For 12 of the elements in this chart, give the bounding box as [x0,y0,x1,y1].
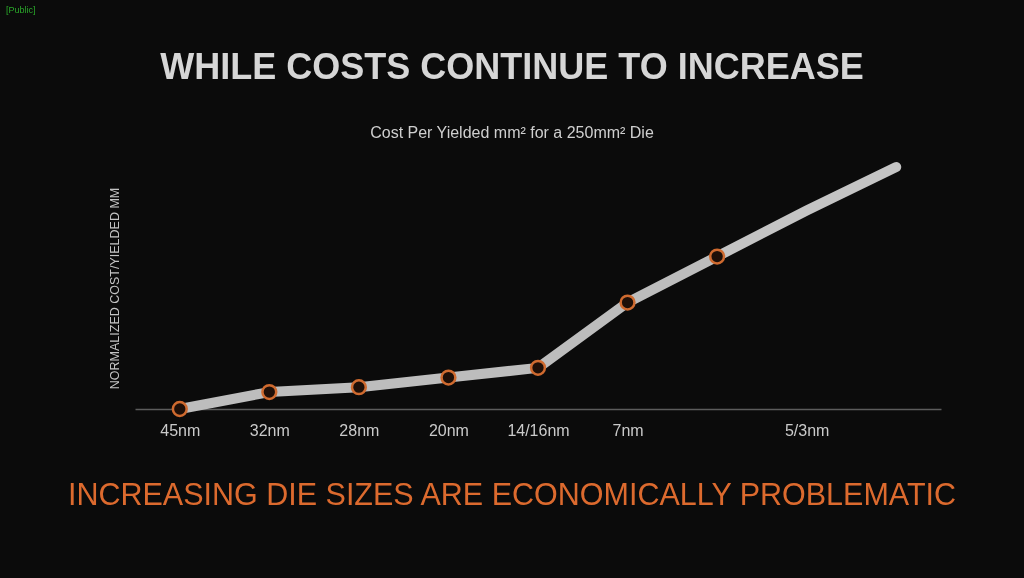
text: INCREASING DIE SIZES ARE ECONOMICALLY PROBLEMATIC [66,477,958,512]
x-tick-label: 14/16nm [507,421,570,439]
x-tick-label: 32nm [249,421,290,439]
chart-title: WHILE COSTS CONTINUE TO INCREASE [160,46,864,87]
x-tick-label: 7nm [612,421,644,439]
x-tick-label: 20nm [428,421,469,439]
x-tick-label: 28nm [339,421,380,439]
chart-subtitle: Cost Per Yielded mm² for a 250mm² Die [370,124,654,141]
x-tick-label: 45nm [160,421,201,439]
x-tick-label: 5/3nm [784,421,830,439]
y-axis-title: NORMALIZED COST/YIELDED MM [107,187,122,390]
text: [Public] [6,5,36,15]
